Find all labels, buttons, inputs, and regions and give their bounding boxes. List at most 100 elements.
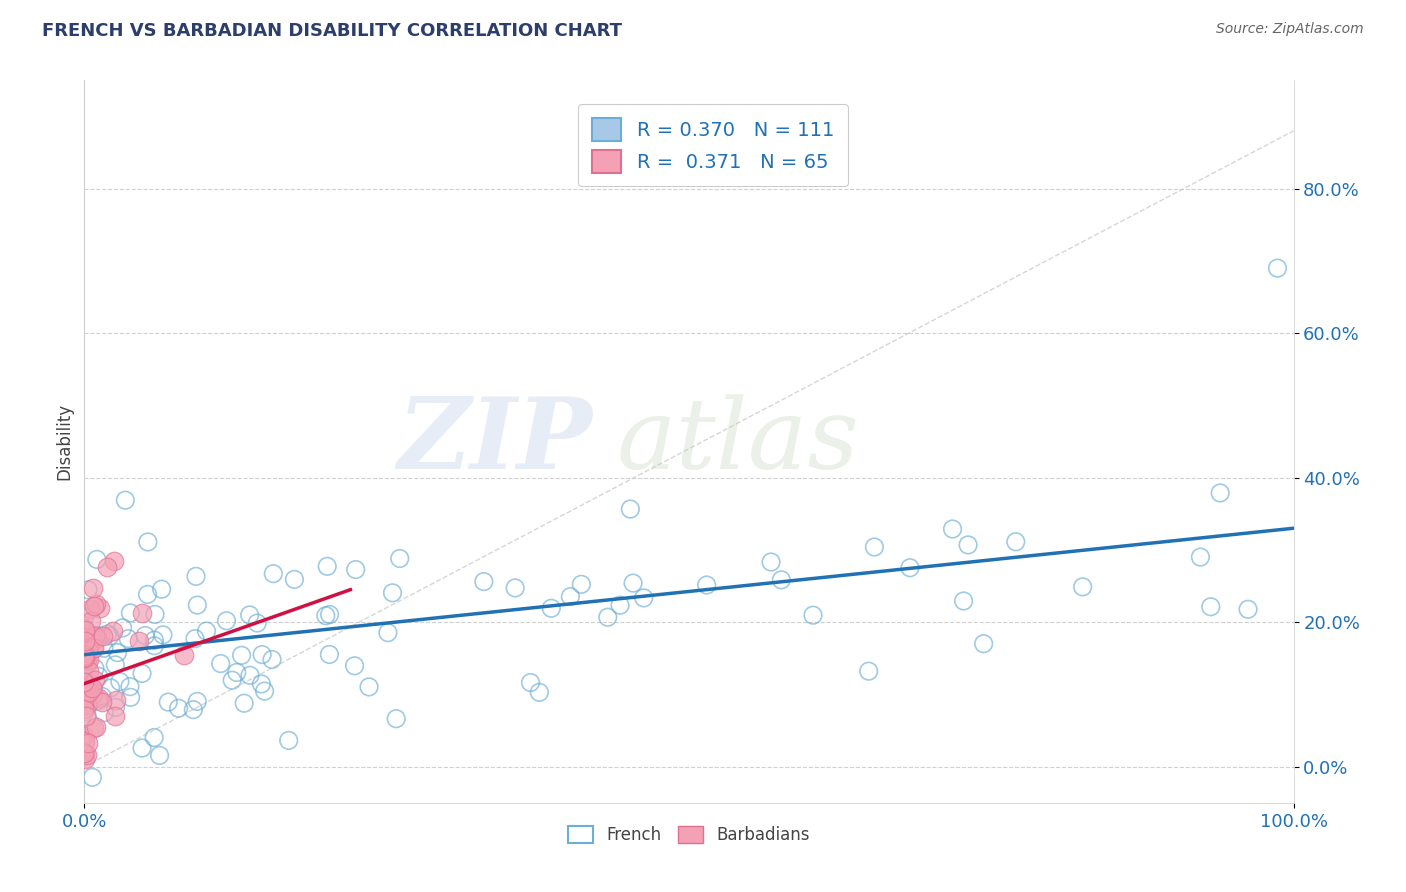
Point: [73, 694, 96, 708]
Point: [540, 601, 562, 615]
Point: [231, 648, 253, 663]
Point: [87, 669, 110, 683]
Point: [96, 560, 118, 574]
Point: [73, 653, 96, 667]
Point: [73, 644, 96, 658]
Point: [759, 555, 782, 569]
Point: [73, 652, 96, 666]
Point: [143, 731, 166, 745]
Point: [136, 587, 159, 601]
Point: [250, 677, 273, 691]
Point: [941, 522, 963, 536]
Point: [76, 679, 98, 693]
Point: [262, 566, 284, 581]
Point: [82, 642, 104, 657]
Point: [79, 664, 101, 678]
Point: [83, 673, 105, 687]
Point: [76, 653, 98, 667]
Point: [104, 700, 127, 714]
Text: ZIP: ZIP: [398, 393, 592, 490]
Point: [503, 581, 526, 595]
Point: [97, 627, 120, 641]
Point: [770, 573, 793, 587]
Point: [75, 708, 97, 723]
Point: [84, 661, 107, 675]
Point: [75, 639, 97, 653]
Point: [73, 701, 96, 715]
Point: [357, 680, 380, 694]
Point: [184, 569, 207, 583]
Point: [77, 642, 100, 657]
Point: [343, 658, 366, 673]
Point: [77, 653, 100, 667]
Point: [104, 657, 127, 672]
Point: [77, 684, 100, 698]
Point: [157, 695, 180, 709]
Point: [73, 632, 96, 646]
Point: [73, 674, 96, 689]
Point: [377, 625, 399, 640]
Point: [73, 751, 96, 765]
Point: [79, 614, 101, 628]
Point: [1071, 580, 1094, 594]
Point: [83, 640, 105, 655]
Point: [91, 695, 114, 709]
Point: [529, 685, 551, 699]
Point: [101, 624, 124, 638]
Point: [76, 677, 98, 691]
Point: [73, 734, 96, 748]
Point: [136, 535, 159, 549]
Point: [209, 657, 232, 671]
Point: [519, 675, 541, 690]
Point: [1199, 599, 1222, 614]
Point: [111, 621, 134, 635]
Point: [253, 684, 276, 698]
Point: [186, 598, 208, 612]
Point: [83, 721, 105, 735]
Point: [149, 748, 172, 763]
Point: [143, 633, 166, 648]
Point: [89, 601, 111, 615]
Point: [75, 634, 97, 648]
Point: [104, 693, 127, 707]
Point: [560, 590, 582, 604]
Point: [246, 616, 269, 631]
Point: [73, 650, 96, 665]
Point: [131, 741, 153, 756]
Point: [73, 610, 96, 624]
Point: [381, 586, 404, 600]
Point: [215, 614, 238, 628]
Point: [82, 770, 104, 784]
Point: [73, 746, 96, 760]
Point: [73, 746, 96, 760]
Point: [195, 624, 218, 638]
Point: [221, 673, 243, 688]
Point: [75, 687, 97, 701]
Point: [186, 694, 208, 708]
Point: [131, 666, 153, 681]
Point: [75, 626, 97, 640]
Point: [344, 563, 367, 577]
Point: [277, 733, 299, 747]
Point: [128, 634, 150, 648]
Point: [260, 652, 283, 666]
Point: [107, 646, 129, 660]
Point: [1004, 534, 1026, 549]
Point: [184, 632, 207, 646]
Point: [77, 582, 100, 597]
Point: [73, 643, 96, 657]
Point: [73, 729, 96, 743]
Point: [863, 540, 886, 554]
Point: [225, 665, 247, 680]
Point: [76, 747, 98, 762]
Point: [150, 582, 173, 597]
Point: [1267, 261, 1289, 276]
Point: [131, 606, 153, 620]
Point: [143, 607, 166, 622]
Point: [1237, 602, 1260, 616]
Point: [93, 706, 115, 720]
Y-axis label: Disability: Disability: [55, 403, 73, 480]
Point: [75, 648, 97, 662]
Point: [104, 708, 127, 723]
Point: [79, 601, 101, 615]
